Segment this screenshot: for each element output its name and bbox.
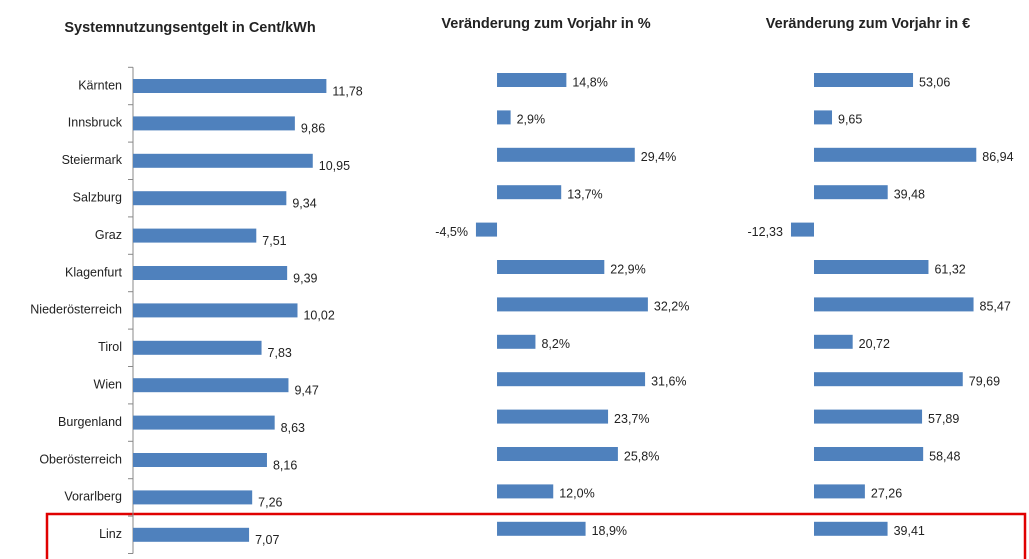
- value-label: 8,16: [273, 458, 297, 472]
- value-label: 10,02: [303, 309, 334, 323]
- bar: [497, 484, 554, 499]
- bar: [814, 147, 977, 162]
- value-label: 39,48: [894, 187, 925, 201]
- value-label: 2,9%: [517, 113, 546, 127]
- category-label: Burgenland: [58, 415, 122, 429]
- bar: [133, 116, 295, 131]
- bar: [133, 191, 287, 206]
- chart-title: Veränderung zum Vorjahr in %: [441, 16, 650, 32]
- bar: [497, 334, 536, 349]
- bar: [814, 372, 963, 387]
- bar: [497, 297, 648, 312]
- value-label: -4,5%: [435, 225, 468, 239]
- value-label: 32,2%: [654, 300, 689, 314]
- value-label: 8,63: [281, 421, 305, 435]
- bar: [814, 484, 865, 499]
- bar: [814, 297, 974, 312]
- value-label: 27,26: [871, 487, 902, 501]
- bar: [133, 490, 253, 505]
- bar: [475, 222, 498, 237]
- value-label: 86,94: [982, 150, 1013, 164]
- bar: [133, 228, 257, 243]
- bar: [133, 527, 250, 542]
- value-label: 7,26: [258, 496, 282, 510]
- value-label: 79,69: [969, 374, 1000, 388]
- category-label: Niederösterreich: [30, 303, 122, 317]
- bar: [814, 185, 888, 200]
- category-label: Linz: [99, 527, 122, 541]
- bar: [497, 110, 511, 125]
- value-label: 23,7%: [614, 412, 649, 426]
- value-label: 9,47: [294, 383, 318, 397]
- value-label: 7,83: [268, 346, 292, 360]
- bar: [814, 73, 914, 87]
- value-label: 53,06: [919, 75, 950, 89]
- bar: [133, 266, 288, 280]
- category-label: Kärnten: [78, 78, 122, 92]
- value-label: 85,47: [980, 300, 1011, 314]
- category-label: Tirol: [98, 340, 122, 354]
- category-label: Steiermark: [62, 153, 123, 167]
- value-label: -12,33: [748, 225, 783, 239]
- bar: [497, 185, 562, 200]
- value-label: 14,8%: [572, 75, 607, 89]
- bar: [133, 153, 313, 168]
- bar: [497, 147, 635, 162]
- value-label: 57,89: [928, 412, 959, 426]
- bar: [814, 334, 853, 349]
- bar: [133, 303, 298, 318]
- chart-title: Systemnutzungsentgelt in Cent/kWh: [64, 20, 315, 36]
- bar: [814, 521, 888, 536]
- category-label: Oberösterreich: [39, 452, 122, 466]
- category-label: Vorarlberg: [64, 490, 122, 504]
- bar: [133, 79, 327, 93]
- category-label: Graz: [95, 228, 122, 242]
- value-label: 11,78: [332, 84, 362, 98]
- value-label: 61,32: [934, 262, 965, 276]
- value-label: 13,7%: [567, 187, 602, 201]
- value-label: 7,51: [262, 234, 286, 248]
- chart-title: Veränderung zum Vorjahr in €: [766, 16, 970, 32]
- bar: [133, 340, 262, 355]
- value-label: 9,86: [301, 122, 325, 136]
- value-label: 22,9%: [610, 262, 645, 276]
- value-label: 9,39: [293, 271, 317, 285]
- value-label: 9,34: [292, 196, 316, 210]
- bar: [497, 409, 609, 424]
- value-label: 10,95: [319, 159, 350, 173]
- category-label: Innsbruck: [68, 116, 123, 130]
- bar: [790, 222, 814, 237]
- value-label: 9,65: [838, 113, 862, 127]
- bar: [497, 372, 646, 387]
- bar: [497, 73, 567, 87]
- category-label: Salzburg: [73, 190, 122, 204]
- bar: [133, 453, 267, 467]
- category-label: Klagenfurt: [65, 265, 123, 279]
- value-label: 25,8%: [624, 449, 659, 463]
- bar: [133, 415, 275, 430]
- value-label: 7,07: [255, 533, 279, 547]
- bar: [497, 521, 586, 536]
- bar: [133, 378, 289, 393]
- value-label: 39,41: [894, 524, 925, 538]
- bar: [814, 409, 923, 424]
- value-label: 29,4%: [641, 150, 676, 164]
- value-label: 58,48: [929, 449, 960, 463]
- value-label: 18,9%: [592, 524, 627, 538]
- bar: [814, 110, 833, 125]
- bar: [497, 447, 618, 461]
- bar: [814, 260, 929, 274]
- highlight-box: [45, 512, 1027, 559]
- category-label: Wien: [94, 377, 123, 391]
- value-label: 12,0%: [559, 487, 594, 501]
- value-label: 20,72: [859, 337, 890, 351]
- value-label: 8,2%: [541, 337, 570, 351]
- value-label: 31,6%: [651, 374, 686, 388]
- bar: [497, 260, 605, 274]
- bar: [814, 447, 924, 461]
